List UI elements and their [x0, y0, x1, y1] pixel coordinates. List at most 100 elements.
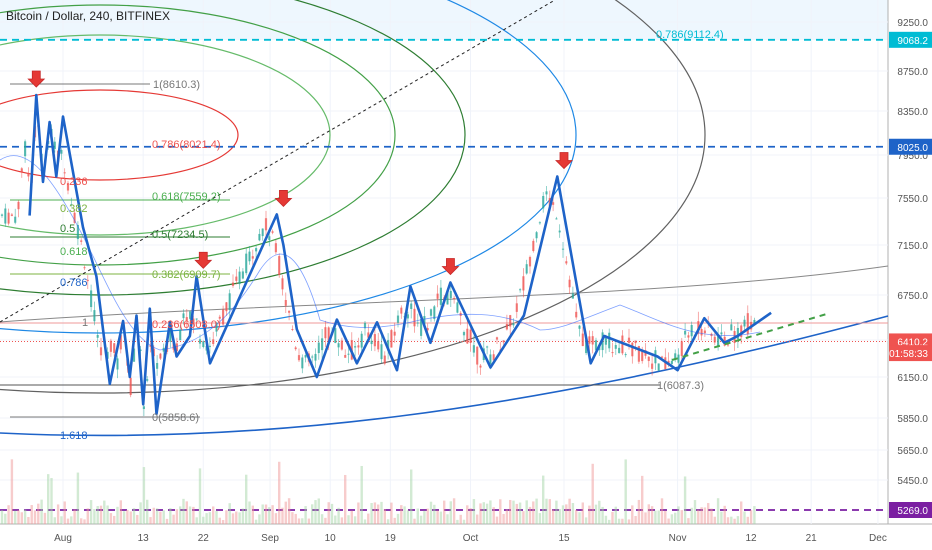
candle-body: [495, 337, 499, 340]
volume-bar: [720, 511, 723, 524]
volume-bar: [528, 506, 532, 524]
volume-bar: [472, 499, 476, 524]
trend-line-green-dashed: [671, 312, 831, 361]
volume-bar: [86, 508, 89, 524]
candle-body: [14, 216, 17, 223]
candle-body: [548, 198, 551, 207]
volume-bar: [518, 502, 522, 524]
volume-bar: [208, 512, 212, 524]
candle-body: [420, 319, 423, 336]
candle-body: [192, 318, 195, 325]
candle-body: [528, 256, 532, 267]
volume-bar: [179, 506, 182, 524]
candle-body: [212, 339, 215, 344]
candle-body: [631, 342, 634, 357]
volume-bar: [188, 506, 192, 524]
fib-arc-0236: [0, 0, 577, 334]
fib-arc-gray-lower: [0, 265, 889, 323]
volume-bar: [462, 519, 466, 524]
candle-body: [80, 240, 83, 242]
volume-bar: [80, 518, 83, 524]
volume-bar: [139, 502, 142, 524]
price-label: 5269.0: [897, 506, 928, 517]
volume-bar: [390, 502, 393, 524]
candle-body: [545, 191, 548, 195]
fib-arc-0618: [0, 34, 331, 236]
candle-body: [700, 328, 703, 336]
volume-bar: [439, 511, 443, 524]
fib-label: 0.382: [60, 203, 88, 215]
volume-bar: [687, 518, 690, 524]
candle-body: [532, 240, 535, 252]
fib-label: 0.786: [60, 277, 88, 289]
volume-bar: [469, 508, 472, 524]
volume-bar: [106, 505, 109, 524]
volume-bar: [159, 511, 162, 524]
volume-bar: [657, 510, 660, 524]
volume-bar: [452, 498, 456, 524]
volume-bar: [644, 512, 647, 524]
volume-bar: [172, 514, 175, 524]
volume-bar: [225, 510, 228, 524]
candle-body: [274, 243, 277, 253]
volume-bar: [594, 504, 598, 524]
volume-bar: [683, 476, 687, 524]
volume-bar: [228, 503, 231, 524]
candle-body: [555, 218, 558, 220]
x-tick-label: 13: [138, 533, 150, 544]
volume-bar: [165, 518, 169, 524]
volume-bar: [555, 500, 558, 524]
candle-body: [522, 276, 525, 291]
volume-bar: [66, 518, 70, 524]
volume-bar: [538, 513, 542, 524]
fib-labels: 1(8610.3) 0.786(8021.4) 0.618(7559.2) 0.5(7…: [60, 29, 724, 442]
x-tick-label: 21: [806, 533, 818, 544]
candle-body: [720, 332, 723, 335]
volume-bar: [611, 511, 614, 524]
volume-bar: [146, 499, 149, 524]
x-tick-label: Sep: [261, 533, 279, 544]
fib-arc-1618: [0, 315, 889, 437]
volume-bar: [575, 509, 578, 524]
fib-label: 0.786(9112.4): [656, 29, 724, 41]
fib-label: 0(5858.6): [152, 412, 199, 424]
volume-bar: [482, 502, 485, 524]
candle-body: [198, 339, 202, 344]
candle-body: [7, 212, 10, 224]
candle-body: [525, 264, 528, 274]
candle-body: [0, 214, 4, 216]
candle-body: [208, 345, 211, 348]
candle-body: [393, 331, 396, 336]
candle-body: [261, 228, 264, 237]
volume-bar: [109, 513, 113, 524]
volume-bar: [221, 519, 225, 524]
volume-bar: [723, 505, 726, 524]
candle-body: [10, 214, 13, 216]
candle-body: [591, 336, 594, 345]
volume-bar: [241, 508, 245, 524]
fib-arc-05: [0, 4, 396, 266]
volume-bar: [400, 505, 403, 524]
volume-bar: [485, 503, 489, 524]
candle-body: [288, 310, 291, 313]
candle-body: [479, 365, 482, 368]
volume-bar: [7, 505, 10, 524]
price-scale[interactable]: [888, 0, 932, 524]
x-tick-label: 22: [198, 533, 210, 544]
volume-bar: [162, 510, 165, 524]
volume-bar: [713, 516, 716, 524]
candle-body: [241, 271, 244, 279]
candle-body: [561, 248, 565, 250]
volume-bar: [571, 503, 575, 524]
x-tick-label: 10: [325, 533, 337, 544]
plot-area[interactable]: [0, 0, 888, 524]
volume-bar: [591, 463, 594, 524]
volume-bar: [509, 499, 512, 524]
candle-body: [360, 333, 363, 348]
time-scale[interactable]: [0, 524, 932, 550]
candle-body: [139, 349, 142, 351]
candle-body: [264, 218, 268, 231]
candle-body: [436, 293, 439, 299]
volume-bar: [489, 500, 492, 524]
